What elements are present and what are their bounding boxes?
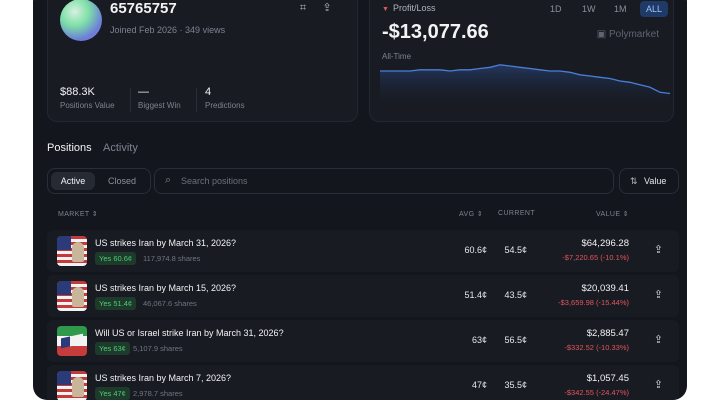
pnl-chart <box>380 64 670 101</box>
range-1d[interactable]: 1D <box>550 4 562 14</box>
position-change: -$332.52 (-10.33%) <box>564 343 629 352</box>
avg-price: 63¢ <box>471 335 487 345</box>
tab-activity[interactable]: Activity <box>103 142 138 154</box>
position-row[interactable]: US strikes Iran by March 15, 2026? Yes 5… <box>47 275 679 317</box>
profit-loss-title: ▼ Profit/Loss <box>382 3 435 13</box>
share-icon[interactable]: ⇪ <box>653 244 663 256</box>
brand-label: Polymarket <box>608 29 659 40</box>
sort-value-button[interactable]: ⇅ Value <box>619 168 679 194</box>
column-current[interactable]: CURRENT <box>498 210 536 217</box>
position-row[interactable]: US strikes Iran by March 31, 2026? Yes 6… <box>47 230 679 272</box>
portfolio-panel: 65765757 Joined Feb 2026 · 349 views ⌗ ⇪… <box>33 0 687 400</box>
down-triangle-icon: ▼ <box>382 6 389 13</box>
market-question: US strikes Iran by March 15, 2026? <box>95 283 237 293</box>
current-price: 56.5¢ <box>504 335 527 345</box>
column-market[interactable]: MARKET ⇕ <box>58 210 98 218</box>
share-icon[interactable]: ⇪ <box>653 379 663 391</box>
divider <box>130 88 131 112</box>
position-change: -$7,220.65 (-10.1%) <box>562 253 629 262</box>
range-all[interactable]: ALL <box>640 1 669 17</box>
profile-card: 65765757 Joined Feb 2026 · 349 views ⌗ ⇪… <box>47 0 358 122</box>
range-1w[interactable]: 1W <box>582 4 596 14</box>
search-icon: ⌕ <box>165 174 172 186</box>
outcome-badge: Yes 63¢ <box>95 342 130 355</box>
shares-count: 5,107.9 shares <box>133 344 183 353</box>
shares-count: 2,978.7 shares <box>133 389 183 398</box>
pnl-line <box>380 64 670 95</box>
avatar <box>60 0 102 41</box>
position-value: $1,057.45 <box>586 373 629 384</box>
position-row[interactable]: US strikes Iran by March 7, 2026? Yes 47… <box>47 365 679 400</box>
position-value: $2,885.47 <box>586 328 629 339</box>
status-toggle: Active Closed <box>47 168 151 194</box>
stat-biggest-win: — Biggest Win <box>138 86 181 110</box>
market-image <box>57 326 87 356</box>
stat-value: $88.3K <box>60 86 95 98</box>
column-avg[interactable]: AVG ⇕ <box>459 210 483 218</box>
polymarket-logo-icon: ▣ <box>596 29 609 40</box>
share-icon[interactable]: ⇪ <box>653 289 663 301</box>
shares-count: 46,067.6 shares <box>143 299 197 308</box>
current-price: 43.5¢ <box>504 290 527 300</box>
current-price: 35.5¢ <box>504 380 527 390</box>
market-image <box>57 371 87 400</box>
stat-positions-value: $88.3K Positions Value <box>60 86 115 110</box>
market-question: Will US or Israel strike Iran by March 3… <box>95 328 284 338</box>
column-value[interactable]: VALUE ⇕ <box>596 210 629 218</box>
avg-price: 60.6¢ <box>464 245 487 255</box>
current-price: 54.5¢ <box>504 245 527 255</box>
period-label: All-Time <box>382 52 412 61</box>
stat-label: Positions Value <box>60 101 115 110</box>
divider <box>196 88 197 112</box>
joined-info: Joined Feb 2026 · 349 views <box>110 25 226 35</box>
position-value: $64,296.28 <box>581 238 629 249</box>
stat-label: Biggest Win <box>138 101 181 110</box>
outcome-badge: Yes 60.6¢ <box>95 252 137 265</box>
profit-loss-label: Profit/Loss <box>392 3 436 13</box>
filter-closed[interactable]: Closed <box>107 176 136 186</box>
stat-value: 4 <box>205 86 212 98</box>
filter-active[interactable]: Active <box>51 172 95 190</box>
profit-loss-card: ▼ Profit/Loss -$13,077.66 All-Time ▣ Poly… <box>369 0 674 122</box>
shares-count: 117,974.8 shares <box>143 254 201 263</box>
sort-label: Value <box>644 176 667 186</box>
share-icon[interactable]: ⇪ <box>653 334 663 346</box>
outcome-badge: Yes 47¢ <box>95 387 130 400</box>
search-input[interactable] <box>181 173 601 189</box>
column-label: VALUE <box>596 211 621 218</box>
pnl-area <box>380 64 670 101</box>
profit-loss-value: -$13,077.66 <box>382 21 489 43</box>
outcome-badge: Yes 51.4¢ <box>95 297 137 310</box>
avg-price: 47¢ <box>471 380 487 390</box>
scan-icon[interactable]: ⌗ <box>299 2 307 14</box>
market-image <box>57 236 87 266</box>
position-change: -$342.55 (-24.47%) <box>564 388 629 397</box>
polymarket-brand: ▣ Polymarket <box>597 29 659 40</box>
stat-predictions: 4 Predictions <box>205 86 245 110</box>
sort-chevron-icon: ⇕ <box>622 211 630 218</box>
market-image <box>57 281 87 311</box>
position-value: $20,039.41 <box>581 283 629 294</box>
tab-positions[interactable]: Positions <box>47 142 92 154</box>
search-box: ⌕ <box>154 168 614 194</box>
stat-label: Predictions <box>205 101 245 110</box>
stat-value: — <box>138 86 149 98</box>
username: 65765757 <box>110 0 177 17</box>
market-question: US strikes Iran by March 31, 2026? <box>95 238 237 248</box>
market-question: US strikes Iran by March 7, 2026? <box>95 373 232 383</box>
sort-chevron-icon: ⇕ <box>476 211 484 218</box>
avg-price: 51.4¢ <box>464 290 487 300</box>
sort-chevron-icon: ⇕ <box>91 211 99 218</box>
position-row[interactable]: Will US or Israel strike Iran by March 3… <box>47 320 679 362</box>
sort-icon: ⇅ <box>630 176 638 186</box>
column-label: MARKET <box>58 211 90 218</box>
column-label: AVG <box>459 211 475 218</box>
position-change: -$3,659.98 (-15.44%) <box>558 298 629 307</box>
share-icon[interactable]: ⇪ <box>322 2 332 14</box>
range-1m[interactable]: 1M <box>614 4 627 14</box>
